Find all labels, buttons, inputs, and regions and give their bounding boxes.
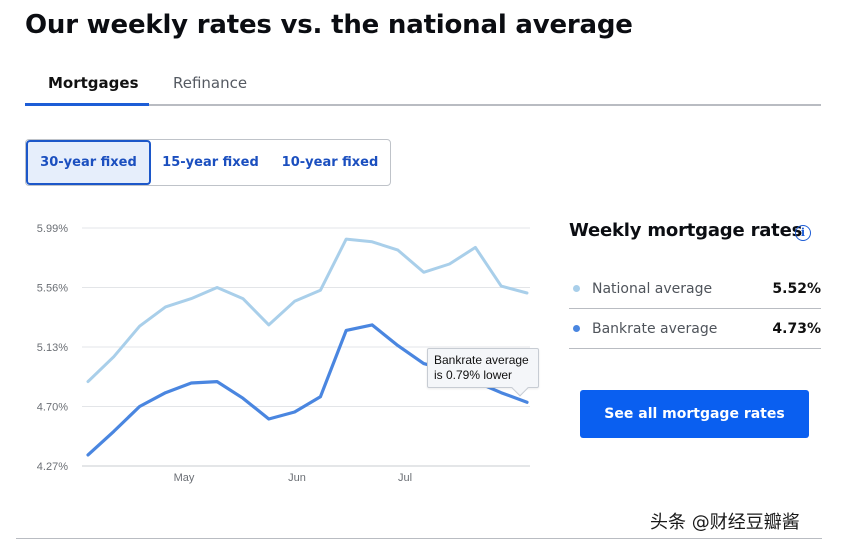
national-average-line[interactable] [86, 237, 529, 384]
legend-value: 4.73% [772, 320, 821, 337]
y-axis-labels: 5.99% 5.56% 5.13% 4.70% 4.27% [37, 223, 68, 473]
tab-refinance[interactable]: Refinance [173, 74, 248, 92]
bankrate-dot-icon [573, 325, 580, 332]
watermark: 头条 @财经豆瓣酱 [650, 512, 800, 533]
national-dot-icon [573, 285, 580, 292]
legend-value: 5.52% [772, 280, 821, 297]
term-15-year-fixed-button[interactable]: 15-year fixed [162, 155, 259, 170]
tooltip-line-2: is 0.79% lower [434, 368, 513, 382]
page-title: Our weekly rates vs. the national averag… [25, 10, 633, 40]
y-tick-label: 5.99% [37, 223, 68, 235]
see-all-mortgage-rates-button[interactable]: See all mortgage rates [580, 390, 809, 438]
active-tab-indicator [25, 103, 149, 106]
bankrate-average-line[interactable] [86, 323, 529, 457]
tooltip-line-1: Bankrate average [434, 353, 529, 367]
term-10-year-fixed-button[interactable]: 10-year fixed [281, 155, 379, 170]
y-tick-label: 4.70% [37, 402, 68, 414]
y-tick-label: 5.13% [37, 342, 68, 354]
x-tick-label: Jun [288, 472, 306, 484]
x-tick-label: May [174, 472, 195, 484]
legend-row-national: National average 5.52% [569, 269, 821, 309]
legend-label: National average [592, 280, 713, 297]
term-30-year-fixed-button[interactable]: 30-year fixed [26, 140, 151, 185]
section-divider [16, 538, 822, 539]
x-tick-label: Jul [398, 472, 412, 484]
y-tick-label: 4.27% [37, 461, 68, 473]
legend-label: Bankrate average [592, 320, 718, 337]
product-tabs: Mortgages Refinance [25, 66, 821, 106]
info-icon[interactable]: i [795, 225, 811, 241]
y-tick-label: 5.56% [37, 283, 68, 295]
x-axis-labels: May Jun Jul [174, 472, 412, 484]
legend-row-bankrate: Bankrate average 4.73% [569, 309, 821, 349]
loan-term-selector: 30-year fixed 15-year fixed 10-year fixe… [25, 139, 391, 186]
chart-gridlines [82, 227, 530, 467]
tab-mortgages[interactable]: Mortgages [48, 74, 139, 92]
weekly-rates-title: Weekly mortgage rates [569, 220, 803, 241]
chart-tooltip: Bankrate average is 0.79% lower [427, 348, 539, 397]
